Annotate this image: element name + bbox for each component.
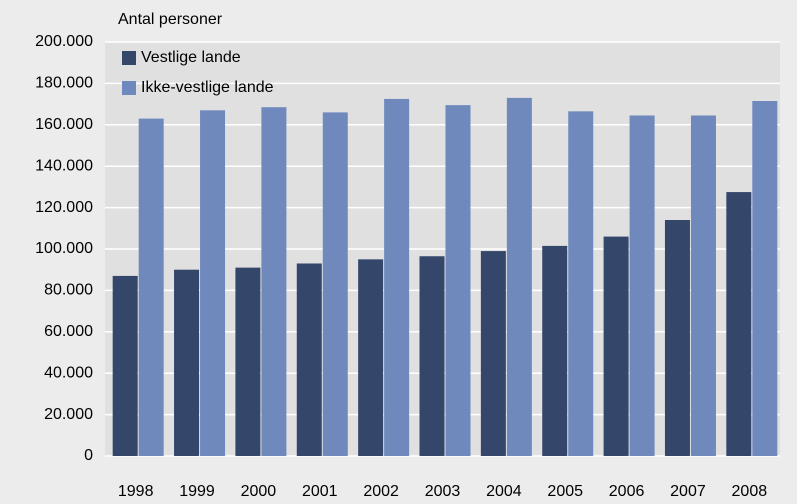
bar bbox=[419, 256, 445, 456]
bar bbox=[322, 112, 348, 456]
bar bbox=[480, 251, 506, 456]
x-tick-label: 1998 bbox=[118, 483, 154, 500]
y-tick-label: 200.000 bbox=[35, 33, 93, 50]
y-tick-label: 140.000 bbox=[35, 157, 93, 174]
bar bbox=[445, 105, 471, 456]
y-tick-label: 160.000 bbox=[35, 116, 93, 133]
bar bbox=[603, 236, 629, 456]
bar bbox=[690, 115, 716, 457]
y-tick-label: 180.000 bbox=[35, 75, 93, 92]
bar bbox=[726, 192, 752, 456]
x-tick-label: 1999 bbox=[179, 483, 215, 500]
x-tick-label: 2001 bbox=[302, 483, 338, 500]
x-tick-label: 2002 bbox=[363, 483, 399, 500]
bar bbox=[261, 107, 287, 456]
x-tick-label: 2004 bbox=[486, 483, 522, 500]
x-tick-label: 2005 bbox=[547, 483, 583, 500]
bar bbox=[629, 115, 655, 457]
legend-swatch bbox=[122, 51, 136, 65]
bar bbox=[752, 100, 778, 457]
x-tick-label: 2007 bbox=[670, 483, 706, 500]
bar bbox=[506, 97, 532, 456]
bar bbox=[112, 275, 138, 456]
bar bbox=[568, 111, 594, 456]
bar bbox=[174, 269, 200, 456]
y-tick-label: 0 bbox=[84, 447, 93, 464]
x-tick-label: 2003 bbox=[425, 483, 461, 500]
bar bbox=[296, 263, 322, 456]
legend-swatch bbox=[122, 81, 136, 95]
bar bbox=[200, 110, 226, 456]
legend-label: Ikke-vestlige lande bbox=[141, 79, 274, 96]
y-tick-label: 40.000 bbox=[44, 364, 93, 381]
bar bbox=[542, 245, 568, 456]
bar bbox=[664, 220, 690, 456]
y-axis-title: Antal personer bbox=[118, 11, 223, 28]
y-tick-label: 100.000 bbox=[35, 240, 93, 257]
x-tick-label: 2000 bbox=[241, 483, 277, 500]
bar bbox=[384, 98, 410, 457]
x-tick-label: 2006 bbox=[609, 483, 645, 500]
legend-label: Vestlige lande bbox=[141, 49, 241, 66]
bar bbox=[358, 259, 384, 456]
x-tick-label: 2008 bbox=[732, 483, 768, 500]
bar bbox=[235, 267, 261, 456]
y-tick-label: 60.000 bbox=[44, 323, 93, 340]
bar bbox=[138, 118, 164, 456]
y-tick-label: 80.000 bbox=[44, 282, 93, 299]
y-tick-label: 120.000 bbox=[35, 199, 93, 216]
y-tick-label: 20.000 bbox=[44, 406, 93, 423]
